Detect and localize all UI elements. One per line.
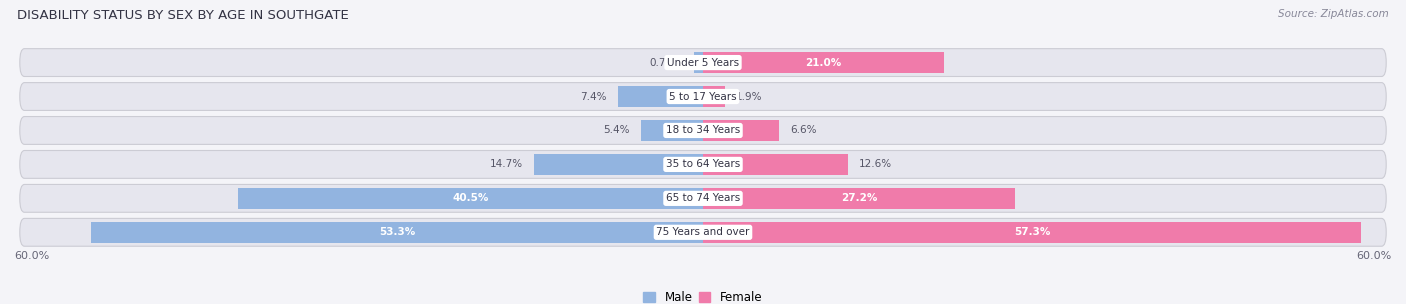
Bar	[703, 120, 779, 141]
Text: 12.6%: 12.6%	[859, 159, 893, 169]
Bar	[534, 154, 703, 175]
Bar	[703, 188, 1015, 209]
Text: Source: ZipAtlas.com: Source: ZipAtlas.com	[1278, 9, 1389, 19]
Text: 57.3%: 57.3%	[1014, 227, 1050, 237]
Text: 7.4%: 7.4%	[581, 92, 606, 102]
Text: 6.6%: 6.6%	[790, 126, 817, 136]
Text: 60.0%: 60.0%	[1357, 251, 1392, 261]
Bar	[703, 52, 945, 73]
Legend: Male, Female: Male, Female	[638, 286, 768, 304]
Bar	[619, 86, 703, 107]
Text: 0.76%: 0.76%	[650, 57, 683, 67]
Text: 18 to 34 Years: 18 to 34 Years	[666, 126, 740, 136]
Text: Under 5 Years: Under 5 Years	[666, 57, 740, 67]
Bar	[238, 188, 703, 209]
FancyBboxPatch shape	[20, 185, 1386, 212]
Text: 5 to 17 Years: 5 to 17 Years	[669, 92, 737, 102]
Bar	[695, 52, 703, 73]
Bar	[703, 154, 848, 175]
Text: 65 to 74 Years: 65 to 74 Years	[666, 193, 740, 203]
Text: 1.9%: 1.9%	[737, 92, 763, 102]
Text: 5.4%: 5.4%	[603, 126, 630, 136]
FancyBboxPatch shape	[20, 83, 1386, 110]
Text: 21.0%: 21.0%	[806, 57, 842, 67]
Bar	[91, 222, 703, 243]
FancyBboxPatch shape	[20, 150, 1386, 178]
Text: 60.0%: 60.0%	[14, 251, 49, 261]
Text: 35 to 64 Years: 35 to 64 Years	[666, 159, 740, 169]
FancyBboxPatch shape	[20, 218, 1386, 246]
Bar	[703, 222, 1361, 243]
Text: 40.5%: 40.5%	[453, 193, 489, 203]
FancyBboxPatch shape	[20, 49, 1386, 77]
FancyBboxPatch shape	[20, 116, 1386, 144]
Text: 27.2%: 27.2%	[841, 193, 877, 203]
Text: 53.3%: 53.3%	[378, 227, 415, 237]
Text: 14.7%: 14.7%	[489, 159, 523, 169]
Text: 75 Years and over: 75 Years and over	[657, 227, 749, 237]
Text: DISABILITY STATUS BY SEX BY AGE IN SOUTHGATE: DISABILITY STATUS BY SEX BY AGE IN SOUTH…	[17, 9, 349, 22]
Bar	[703, 86, 725, 107]
Bar	[641, 120, 703, 141]
